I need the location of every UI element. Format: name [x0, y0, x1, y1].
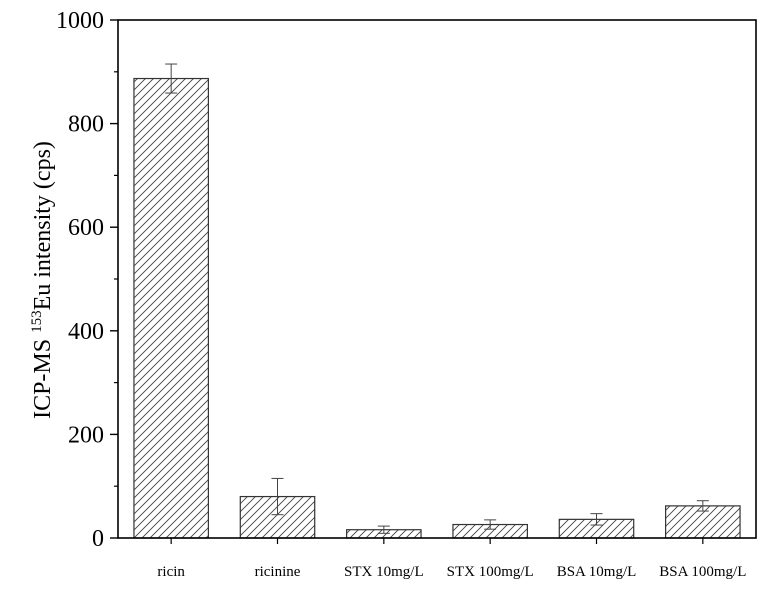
- x-tick-label: ricin: [157, 564, 185, 580]
- x-tick-label: BSA 100mg/L: [659, 564, 746, 580]
- y-tick-label: 400: [68, 319, 104, 345]
- y-axis-title-superscript: 153: [29, 310, 45, 333]
- x-tick-label: STX 10mg/L: [344, 564, 424, 580]
- y-tick-label: 600: [68, 215, 104, 241]
- x-tick-label: ricinine: [255, 564, 301, 580]
- y-tick-label: 1000: [56, 8, 104, 34]
- y-tick-label: 200: [68, 422, 104, 448]
- y-axis-title-suffix: Eu intensity (cps): [30, 141, 56, 310]
- y-axis-title-prefix: ICP-MS: [30, 333, 56, 419]
- plot-frame: [117, 19, 757, 539]
- x-tick-label: BSA 10mg/L: [557, 564, 637, 580]
- x-tick-label: STX 100mg/L: [447, 564, 534, 580]
- y-tick-label: 800: [68, 112, 104, 138]
- error-bars-layer: [165, 63, 709, 534]
- bar: [133, 77, 209, 539]
- y-axis-title: ICP-MS 153Eu intensity (cps): [29, 141, 56, 419]
- y-ticks-layer: 0 200 400 600 800 1000: [56, 8, 118, 552]
- bars-layer: [133, 77, 741, 539]
- y-tick-label: 0: [92, 526, 104, 552]
- x-labels-layer: ricin ricinine STX 10mg/L STX 100mg/L BSA 10…: [157, 538, 746, 580]
